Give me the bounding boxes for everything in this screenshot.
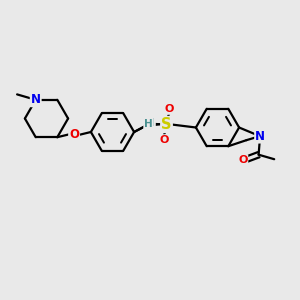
Text: H: H xyxy=(146,118,155,128)
Text: H: H xyxy=(144,118,153,129)
Text: O: O xyxy=(164,104,174,114)
Text: N: N xyxy=(31,93,41,106)
Text: O: O xyxy=(238,155,247,165)
Text: S: S xyxy=(161,117,172,132)
Text: N: N xyxy=(255,130,265,142)
Text: O: O xyxy=(69,128,79,141)
Text: O: O xyxy=(159,135,169,145)
